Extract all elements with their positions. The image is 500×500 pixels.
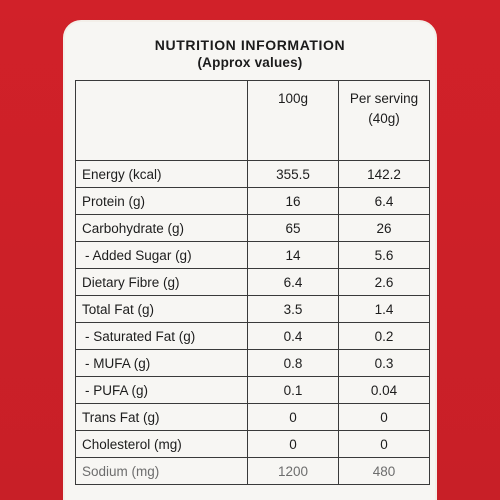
table-row: Total Fat (g) 3.5 1.4 bbox=[75, 295, 430, 323]
table-row: Cholesterol (mg) 0 0 bbox=[75, 430, 430, 458]
row-value-100g: 0.4 bbox=[247, 322, 339, 350]
table-row: - Added Sugar (g) 14 5.6 bbox=[75, 241, 430, 269]
row-value-serving: 1.4 bbox=[338, 295, 430, 323]
row-value-100g: 6.4 bbox=[247, 268, 339, 296]
table-row: Energy (kcal) 355.5 142.2 bbox=[75, 160, 430, 188]
row-value-serving: 26 bbox=[338, 214, 430, 242]
row-label: Trans Fat (g) bbox=[75, 403, 248, 431]
row-label: Total Fat (g) bbox=[75, 295, 248, 323]
row-label: - Added Sugar (g) bbox=[75, 241, 248, 269]
column-header-100g-label: 100g bbox=[277, 91, 309, 106]
row-label: - Saturated Fat (g) bbox=[75, 322, 248, 350]
row-label: Sodium (mg) bbox=[75, 457, 248, 485]
table-header-row: 100g Per serving (40g) bbox=[75, 80, 430, 161]
row-label: Carbohydrate (g) bbox=[75, 214, 248, 242]
table-row: Trans Fat (g) 0 0 bbox=[75, 403, 430, 431]
row-value-serving: 0 bbox=[338, 430, 430, 458]
row-label: Dietary Fibre (g) bbox=[75, 268, 248, 296]
row-value-100g: 3.5 bbox=[247, 295, 339, 323]
row-value-100g: 0.8 bbox=[247, 349, 339, 377]
row-value-100g: 65 bbox=[247, 214, 339, 242]
row-label: Cholesterol (mg) bbox=[75, 430, 248, 458]
row-value-100g: 14 bbox=[247, 241, 339, 269]
panel-subtitle: (Approx values) bbox=[197, 55, 303, 70]
column-header-100g: 100g bbox=[247, 80, 339, 161]
row-value-100g: 1200 bbox=[247, 457, 339, 485]
table-row: Sodium (mg) 1200 480 bbox=[75, 457, 430, 485]
panel-title: NUTRITION INFORMATION bbox=[154, 37, 346, 53]
table-row: - Saturated Fat (g) 0.4 0.2 bbox=[75, 322, 430, 350]
table-row: - MUFA (g) 0.8 0.3 bbox=[75, 349, 430, 377]
panel-header: NUTRITION INFORMATION (Approx values) bbox=[65, 36, 435, 72]
nutrition-panel: NUTRITION INFORMATION (Approx values) 10… bbox=[63, 20, 437, 500]
row-value-serving: 2.6 bbox=[338, 268, 430, 296]
table-row: Protein (g) 16 6.4 bbox=[75, 187, 430, 215]
row-value-100g: 0 bbox=[247, 403, 339, 431]
row-value-100g: 0 bbox=[247, 430, 339, 458]
row-label: Energy (kcal) bbox=[75, 160, 248, 188]
row-value-serving: 5.6 bbox=[338, 241, 430, 269]
row-value-serving: 6.4 bbox=[338, 187, 430, 215]
row-label: Protein (g) bbox=[75, 187, 248, 215]
row-label: - MUFA (g) bbox=[75, 349, 248, 377]
table-row: - PUFA (g) 0.1 0.04 bbox=[75, 376, 430, 404]
row-value-serving: 0.3 bbox=[338, 349, 430, 377]
row-value-serving: 142.2 bbox=[338, 160, 430, 188]
table-row: Dietary Fibre (g) 6.4 2.6 bbox=[75, 268, 430, 296]
row-value-serving: 0.2 bbox=[338, 322, 430, 350]
row-value-serving: 0.04 bbox=[338, 376, 430, 404]
row-value-100g: 355.5 bbox=[247, 160, 339, 188]
row-value-serving: 480 bbox=[338, 457, 430, 485]
column-header-per-serving-line2: (40g) bbox=[368, 111, 400, 126]
row-value-100g: 0.1 bbox=[247, 376, 339, 404]
column-header-per-serving: Per serving (40g) bbox=[338, 80, 430, 161]
row-value-serving: 0 bbox=[338, 403, 430, 431]
nutrition-table: 100g Per serving (40g) Energy (kcal) 355… bbox=[75, 80, 430, 485]
header-empty-cell bbox=[75, 80, 248, 161]
table-row: Carbohydrate (g) 65 26 bbox=[75, 214, 430, 242]
row-value-100g: 16 bbox=[247, 187, 339, 215]
column-header-per-serving-line1: Per serving bbox=[349, 91, 419, 106]
row-label: - PUFA (g) bbox=[75, 376, 248, 404]
